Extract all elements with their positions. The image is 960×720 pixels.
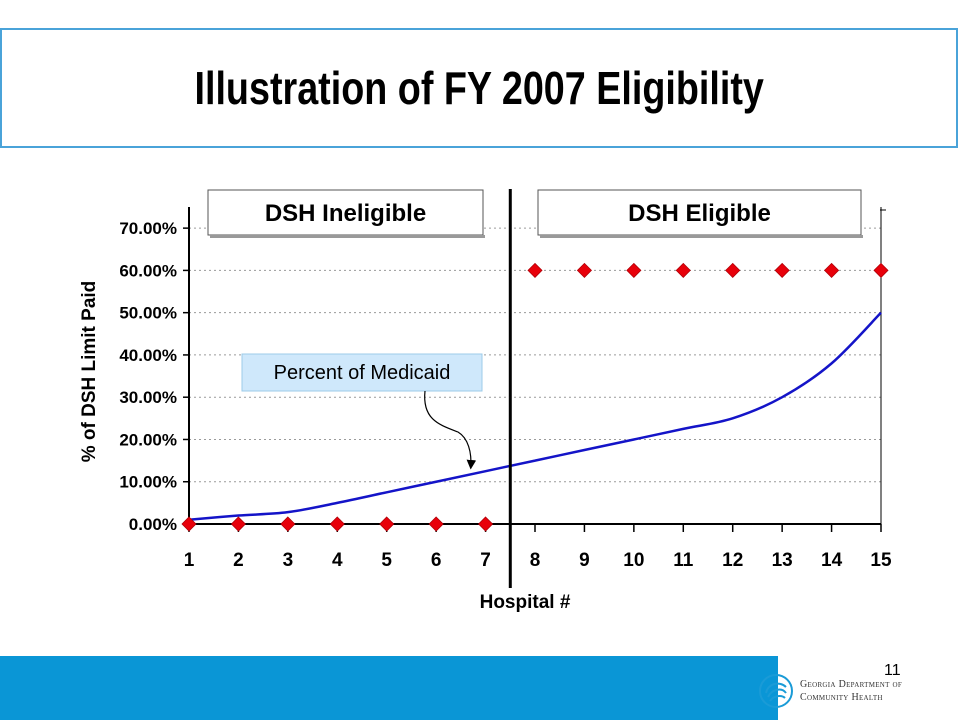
- x-tick-label: 15: [870, 550, 892, 571]
- dsh-eligible-label: DSH Eligible: [628, 200, 771, 227]
- x-tick-label: 2: [233, 550, 244, 571]
- gdch-swirl-logo-icon: [759, 674, 793, 708]
- x-tick-label: 13: [772, 550, 793, 571]
- dsh-paid-marker: [428, 516, 444, 532]
- y-tick-label: 20.00%: [119, 430, 177, 449]
- dsh-paid-marker: [675, 262, 691, 278]
- medicaid-percent-line: [188, 311, 882, 522]
- y-tick-label: 50.00%: [119, 304, 177, 323]
- dsh-paid-marker: [329, 516, 345, 532]
- dsh-paid-marker: [280, 516, 296, 532]
- dsh-paid-marker: [626, 262, 642, 278]
- logo-line-1: Georgia Department of: [800, 679, 903, 690]
- x-tick-label: 14: [821, 550, 843, 571]
- dsh-ineligible-box: [207, 189, 484, 236]
- x-tick-label: 11: [673, 550, 694, 571]
- callout-arrow: [424, 390, 477, 470]
- x-axis-label: Hospital #: [480, 592, 571, 613]
- gdch-logo: Georgia Department of Community Health: [758, 668, 958, 714]
- dsh-paid-marker: [181, 516, 197, 532]
- dsh-paid-marker: [478, 516, 494, 532]
- logo-line-2: Community Health: [800, 692, 883, 703]
- title-box: Illustration of FY 2007 Eligibility: [0, 28, 958, 148]
- x-tick-label: 3: [283, 550, 294, 571]
- dsh-paid-marker: [576, 262, 592, 278]
- callout-box: [241, 353, 483, 392]
- page-title: Illustration of FY 2007 Eligibility: [194, 62, 764, 114]
- x-tick-label: 6: [431, 550, 442, 571]
- eligibility-chart: 0.00% 10.00% 20.00% 30.00% 40.00% 50.00% 60.00…: [79, 189, 892, 613]
- y-tick-label: 30.00%: [119, 388, 177, 407]
- dsh-paid-marker: [725, 262, 741, 278]
- dsh-ineligible-shadow: [210, 235, 485, 238]
- x-tick-label: 12: [722, 550, 743, 571]
- dsh-paid-marker: [774, 262, 790, 278]
- x-tick-label: 7: [480, 550, 491, 571]
- y-tick-label: 10.00%: [119, 473, 177, 492]
- dsh-eligible-box: [537, 189, 862, 236]
- y-tick-label: 70.00%: [119, 219, 177, 238]
- y-tick-label: 0.00%: [129, 515, 177, 534]
- dsh-eligible-shadow: [540, 235, 863, 238]
- x-tick-label: 10: [623, 550, 644, 571]
- x-tick-label: 8: [530, 550, 541, 571]
- dsh-paid-marker: [824, 262, 840, 278]
- page-number: 11: [884, 662, 901, 679]
- x-tick-label: 9: [579, 550, 590, 571]
- callout-label: Percent of Medicaid: [274, 362, 451, 384]
- y-tick-label: 40.00%: [119, 346, 177, 365]
- footer-bar: [0, 656, 778, 720]
- dsh-paid-marker: [379, 516, 395, 532]
- y-axis-label: % of DSH Limit Paid: [79, 281, 100, 463]
- dsh-ineligible-label: DSH Ineligible: [265, 200, 426, 227]
- dsh-paid-marker: [527, 262, 543, 278]
- dsh-paid-marker: [230, 516, 246, 532]
- dsh-paid-marker: [873, 262, 889, 278]
- x-tick-label: 5: [381, 550, 392, 571]
- x-tick-label: 1: [184, 550, 195, 571]
- x-tick-label: 4: [332, 550, 343, 571]
- y-tick-label: 60.00%: [119, 261, 177, 280]
